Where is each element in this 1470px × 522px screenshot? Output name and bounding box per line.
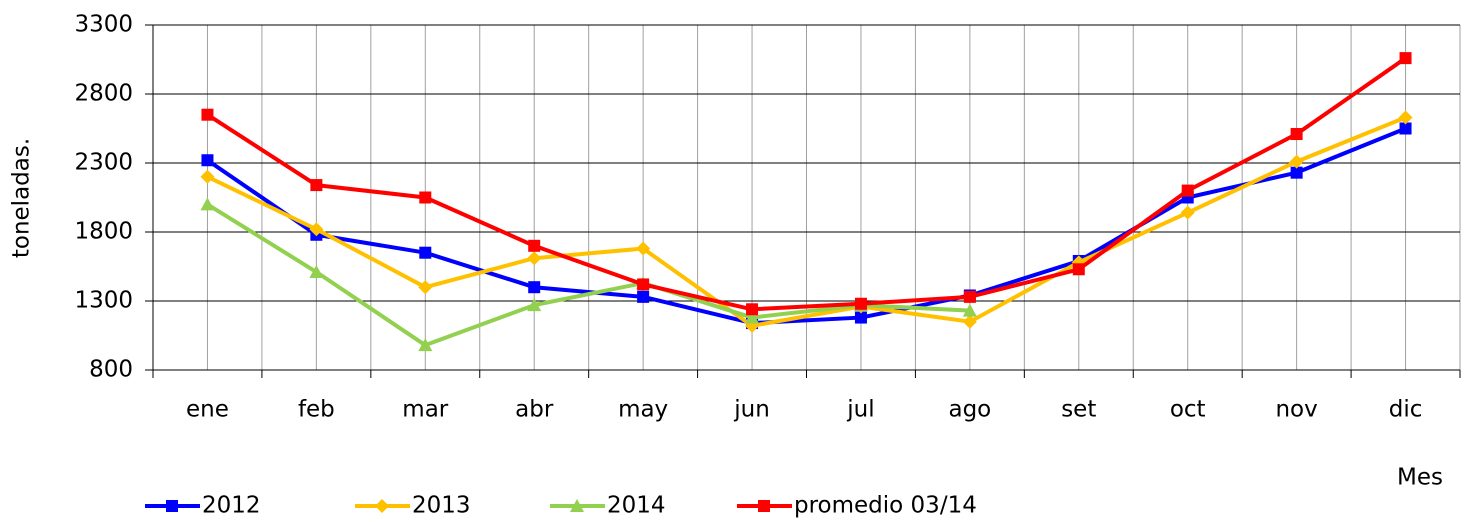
marker <box>1289 154 1304 169</box>
marker <box>854 297 867 310</box>
series-line <box>206 115 1407 328</box>
series-line <box>206 126 1407 326</box>
y-tick-label: 1800 <box>74 219 133 245</box>
y-axis-label: toneladas. <box>9 138 35 258</box>
marker <box>309 265 324 279</box>
marker <box>962 303 977 317</box>
marker <box>310 179 323 192</box>
marker <box>746 303 759 316</box>
marker <box>418 280 433 295</box>
marker <box>962 314 977 329</box>
marker <box>758 500 770 512</box>
marker <box>200 169 215 184</box>
x-tick-label: feb <box>298 397 335 423</box>
marker <box>419 191 432 204</box>
x-tick-label: may <box>618 397 668 423</box>
marker <box>1290 128 1303 141</box>
x-tick-label: oct <box>1170 397 1206 423</box>
marker <box>745 310 760 324</box>
legend-label: 2012 <box>202 493 261 519</box>
marker <box>201 154 214 167</box>
marker <box>418 338 433 352</box>
x-tick-label: nov <box>1275 397 1317 423</box>
marker <box>528 281 541 294</box>
marker <box>1290 166 1303 179</box>
marker <box>637 278 650 291</box>
legend-label: promedio 03/14 <box>794 493 977 519</box>
x-tick-label: jun <box>733 397 770 423</box>
marker <box>528 239 541 252</box>
x-tick-label: jul <box>846 397 874 423</box>
marker <box>854 311 867 324</box>
marker <box>636 241 651 256</box>
y-tick-label: 2300 <box>74 150 133 176</box>
x-axis-label: Mes <box>1397 465 1443 491</box>
marker <box>637 290 650 303</box>
marker <box>375 499 389 513</box>
y-tick-label: 2800 <box>74 81 133 107</box>
x-tick-label: abr <box>515 397 554 423</box>
series-line <box>206 56 1407 312</box>
y-tick-label: 800 <box>89 357 133 383</box>
marker <box>1072 263 1085 276</box>
x-tick-label: set <box>1061 397 1096 423</box>
marker <box>527 298 542 312</box>
marker <box>527 251 542 266</box>
x-tick-label: ago <box>948 397 991 423</box>
marker <box>1180 205 1195 220</box>
x-tick-label: ene <box>186 397 229 423</box>
marker <box>309 222 324 237</box>
marker <box>1181 184 1194 197</box>
marker <box>200 197 215 211</box>
x-tick-label: mar <box>402 397 448 423</box>
x-tick-label: dic <box>1389 397 1423 423</box>
legend-label: 2014 <box>607 493 666 519</box>
marker <box>419 246 432 259</box>
marker <box>963 290 976 303</box>
y-tick-label: 3300 <box>74 12 133 38</box>
marker <box>570 499 584 512</box>
marker <box>1398 110 1413 125</box>
legend-label: 2013 <box>412 493 471 519</box>
marker <box>201 108 214 121</box>
marker <box>166 500 178 512</box>
marker <box>1399 52 1412 65</box>
marker <box>1399 122 1412 135</box>
y-tick-label: 1300 <box>74 288 133 314</box>
series-line <box>206 202 970 348</box>
